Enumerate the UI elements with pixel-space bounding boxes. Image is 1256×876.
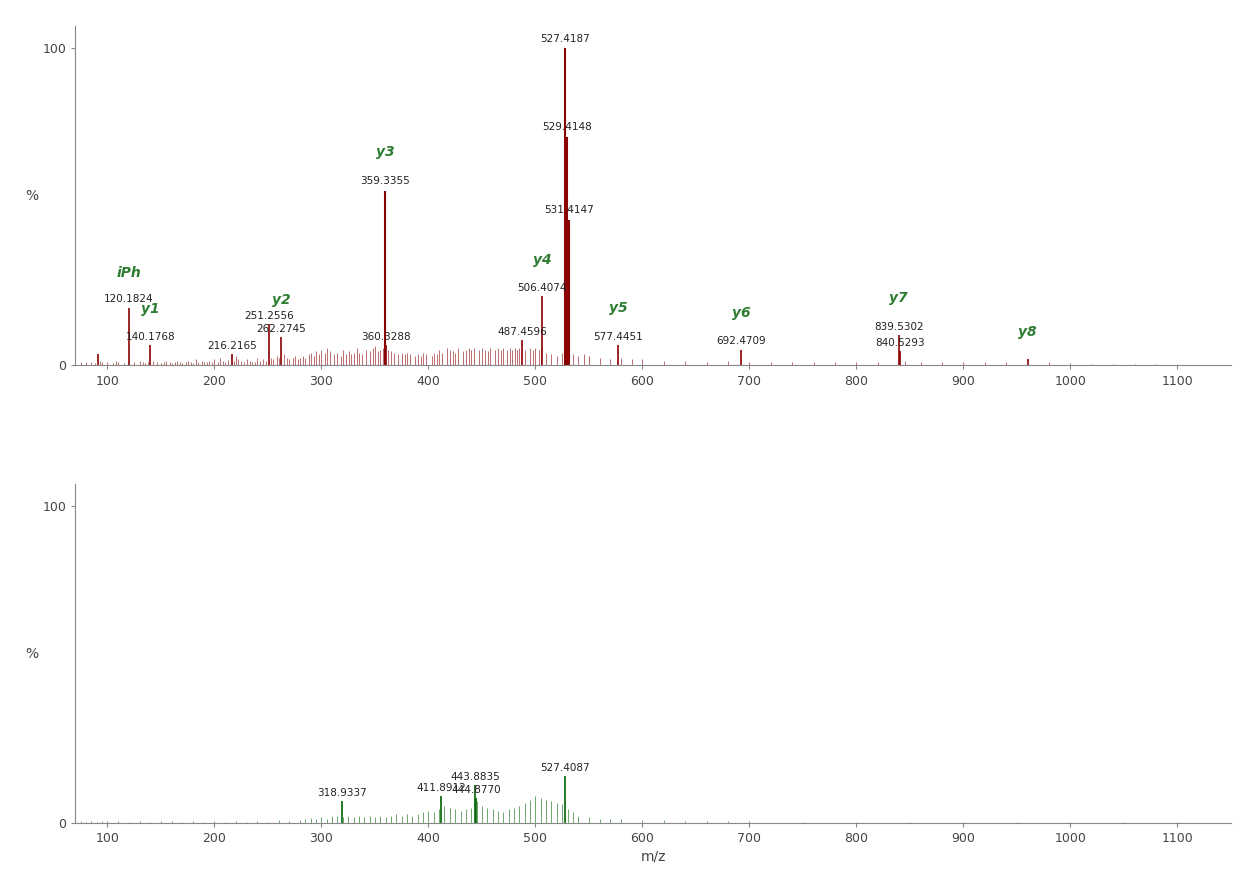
- Text: 359.3355: 359.3355: [360, 176, 409, 187]
- Text: 251.2556: 251.2556: [245, 311, 294, 321]
- Text: 360.3288: 360.3288: [362, 332, 411, 342]
- Text: 692.4709: 692.4709: [716, 336, 766, 347]
- Text: 443.8835: 443.8835: [451, 773, 500, 782]
- Text: 120.1824: 120.1824: [104, 293, 154, 304]
- Text: 262.2745: 262.2745: [256, 324, 306, 334]
- Text: 531.4147: 531.4147: [544, 205, 594, 215]
- Text: 318.9337: 318.9337: [317, 788, 367, 798]
- Text: 487.4596: 487.4596: [497, 327, 546, 337]
- Text: y3: y3: [376, 145, 394, 159]
- Y-axis label: %: %: [25, 646, 38, 661]
- Text: 506.4074: 506.4074: [517, 283, 566, 293]
- Text: y2: y2: [271, 293, 290, 307]
- X-axis label: m/z: m/z: [641, 850, 666, 864]
- Y-axis label: %: %: [25, 188, 38, 202]
- Text: y7: y7: [889, 291, 908, 305]
- Text: 527.4187: 527.4187: [540, 33, 589, 44]
- Text: 411.8912: 411.8912: [416, 783, 466, 794]
- Text: 527.4087: 527.4087: [540, 763, 589, 773]
- Text: y4: y4: [533, 253, 551, 267]
- Text: 140.1768: 140.1768: [126, 332, 176, 342]
- Text: 839.5302: 839.5302: [874, 322, 923, 332]
- Text: 529.4148: 529.4148: [543, 123, 592, 132]
- Text: iPh: iPh: [117, 266, 142, 280]
- Text: 216.2165: 216.2165: [207, 342, 256, 351]
- Text: 840.5293: 840.5293: [875, 338, 924, 348]
- Text: 577.4451: 577.4451: [593, 332, 643, 342]
- Text: y1: y1: [141, 302, 160, 316]
- Text: y8: y8: [1019, 324, 1037, 338]
- Text: y5: y5: [609, 300, 628, 314]
- Text: 444.8770: 444.8770: [452, 785, 501, 795]
- Text: y6: y6: [732, 306, 751, 320]
